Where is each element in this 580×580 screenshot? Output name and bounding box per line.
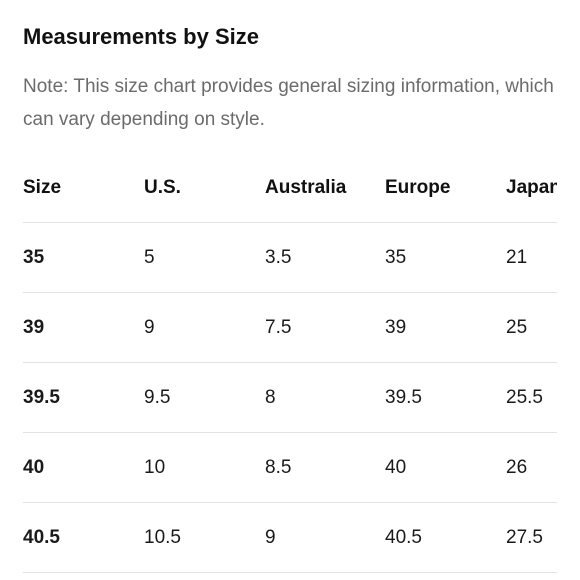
row-divider [23,502,557,503]
cell-japan: 26 [506,457,528,478]
cell-us: 9 [144,317,155,338]
table-row: 40 10 8.5 40 26 [0,433,557,503]
page-title: Measurements by Size [23,24,259,49]
table-row: 39.5 9.5 8 39.5 25.5 [0,363,557,433]
cell-us: 5 [144,247,155,268]
column-header-europe: Europe [385,177,451,198]
cell-australia: 9 [265,527,276,548]
cell-size: 39.5 [23,387,60,408]
cell-japan: 25.5 [506,387,543,408]
cell-australia: 3.5 [265,247,292,268]
row-divider [23,432,557,433]
cell-japan: 21 [506,247,528,268]
cell-size: 40 [23,457,45,478]
cell-us: 9.5 [144,387,171,408]
cell-australia: 8 [265,387,276,408]
row-divider [23,292,557,293]
row-divider [23,222,557,223]
cell-us: 10 [144,457,166,478]
cell-size: 39 [23,317,45,338]
size-table: Size U.S. Australia Europe Japan 35 5 3.… [0,153,557,573]
cell-japan: 27.5 [506,527,543,548]
cell-europe: 40 [385,457,407,478]
row-divider [23,572,557,573]
table-row: 35 5 3.5 35 21 [0,223,557,293]
table-row: 40.5 10.5 9 40.5 27.5 [0,503,557,573]
column-header-size: Size [23,177,62,198]
cell-australia: 8.5 [265,457,292,478]
cell-europe: 40.5 [385,527,422,548]
column-header-japan: Japan [506,177,557,198]
cell-size: 35 [23,247,45,268]
row-divider [23,362,557,363]
cell-australia: 7.5 [265,317,292,338]
column-header-australia: Australia [265,177,347,198]
cell-japan: 25 [506,317,528,338]
table-row: 39 9 7.5 39 25 [0,293,557,363]
cell-europe: 35 [385,247,407,268]
cell-europe: 39.5 [385,387,422,408]
column-header-us: U.S. [144,177,181,198]
size-table-viewport[interactable]: Size U.S. Australia Europe Japan 35 5 3.… [0,153,557,580]
size-chart-note: Note: This size chart provides general s… [23,76,554,130]
cell-europe: 39 [385,317,407,338]
table-header-row: Size U.S. Australia Europe Japan [0,153,557,223]
cell-size: 40.5 [23,527,60,548]
cell-us: 10.5 [144,527,181,548]
